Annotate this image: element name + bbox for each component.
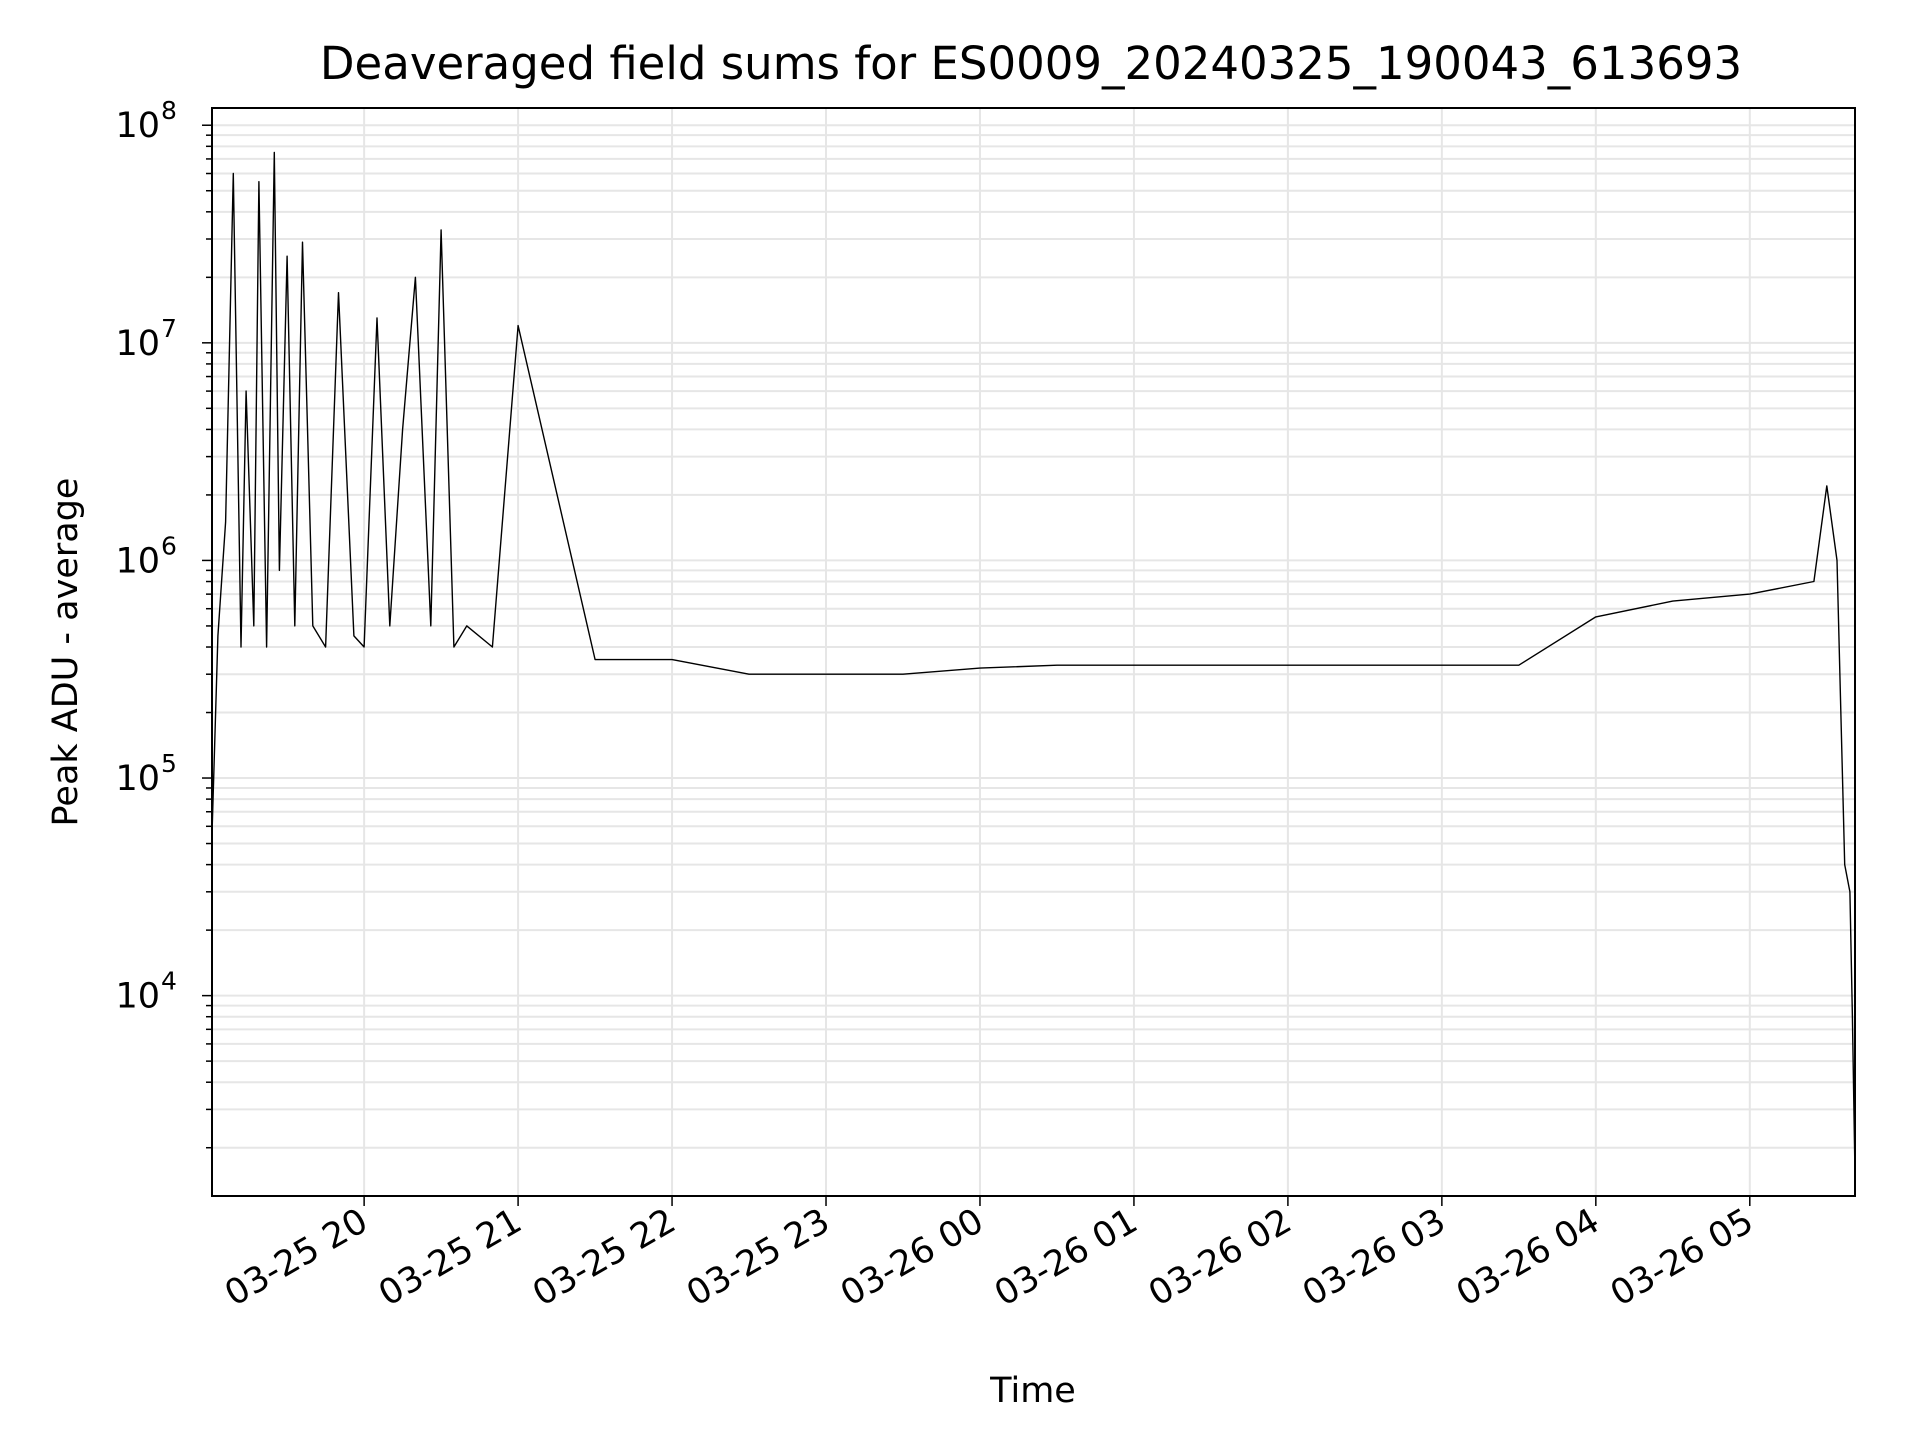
y-tick-exponent: 5 <box>161 749 177 778</box>
y-tick-exponent: 7 <box>161 314 177 343</box>
y-tick-label: 10 <box>115 324 160 364</box>
x-axis-label: Time <box>989 1371 1076 1411</box>
y-tick-exponent: 6 <box>161 531 177 560</box>
y-tick-exponent: 8 <box>161 96 177 125</box>
y-tick-label: 10 <box>115 759 160 799</box>
y-tick-label: 10 <box>115 977 160 1017</box>
plot-line <box>211 151 1856 1175</box>
y-tick-exponent: 4 <box>161 967 177 996</box>
chart-title: Deaveraged field sums for ES0009_2024032… <box>320 37 1742 90</box>
plot-frame <box>211 107 1856 1197</box>
grid <box>212 108 1855 1196</box>
y-tick-label: 10 <box>115 541 160 581</box>
y-tick-label: 10 <box>115 106 160 146</box>
series-line <box>211 151 1856 1175</box>
y-axis-label: Peak ADU - average <box>46 478 86 827</box>
